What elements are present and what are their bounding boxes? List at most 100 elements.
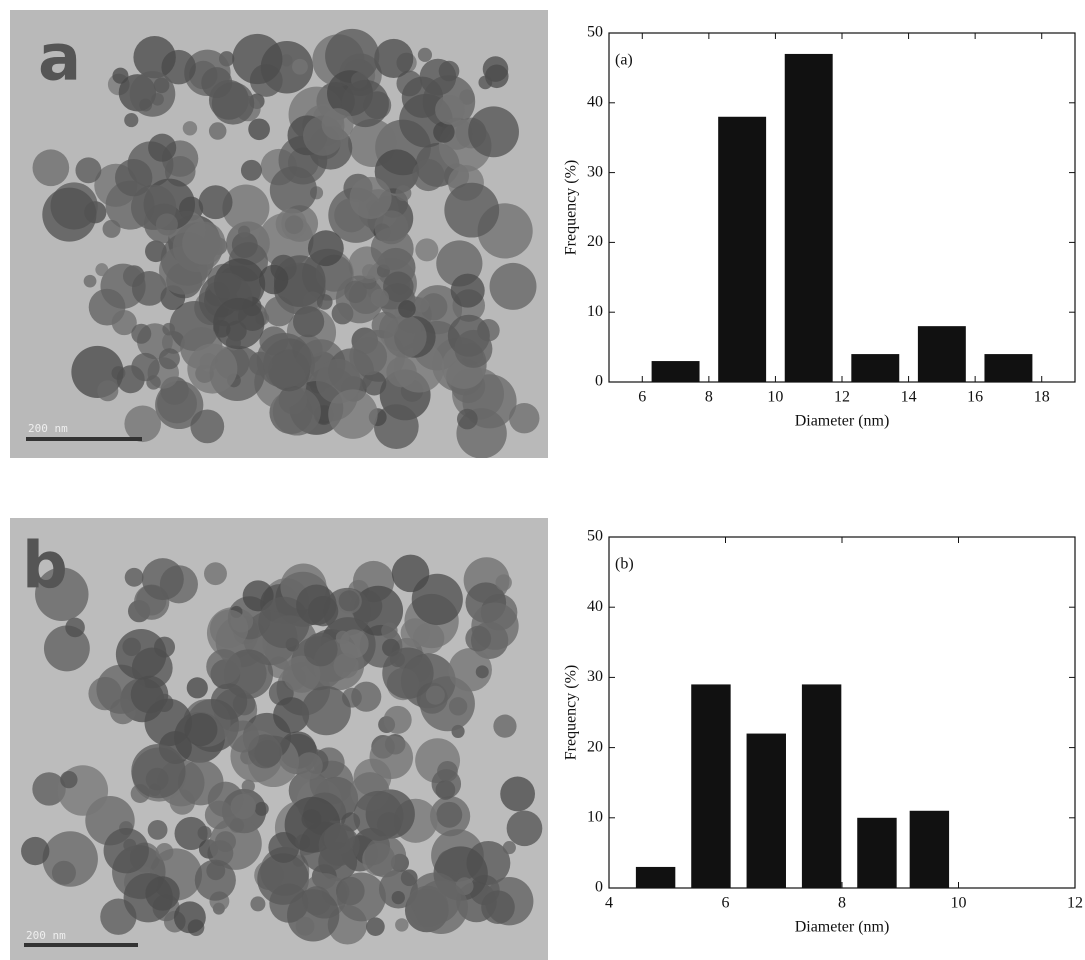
particle (238, 226, 250, 238)
particle (124, 405, 161, 442)
x-axis-label: Diameter (nm) (795, 413, 890, 430)
particle (195, 860, 236, 901)
plot-frame (609, 33, 1075, 382)
panel-label: a (38, 22, 81, 96)
particle (146, 375, 160, 389)
bar (851, 354, 899, 382)
particle (496, 574, 512, 590)
particle (115, 159, 152, 196)
particle (382, 647, 433, 698)
particle (60, 771, 77, 788)
particle (503, 841, 516, 854)
particle (412, 159, 444, 191)
particle (476, 665, 489, 678)
y-tick-label: 40 (587, 598, 603, 615)
particle (336, 631, 350, 645)
scale-bar (24, 943, 138, 947)
particle (187, 677, 208, 698)
particle (183, 121, 197, 135)
particle (292, 59, 308, 75)
particle (500, 777, 535, 812)
particle (97, 380, 118, 401)
particle (184, 713, 217, 746)
particle (398, 300, 416, 318)
y-tick-label: 0 (595, 879, 603, 896)
particle (131, 744, 185, 798)
figure: a 200 nm b 200 nm 0102030405068101214161… (0, 0, 1085, 960)
particle (371, 289, 389, 307)
particle (232, 34, 282, 84)
particle (296, 585, 337, 626)
particle (124, 113, 138, 127)
particle (395, 918, 408, 931)
particle (241, 160, 262, 181)
particle (374, 39, 413, 78)
particle (198, 826, 212, 840)
particle (75, 157, 101, 183)
particle (481, 890, 515, 924)
y-axis-label: Frequency (%) (563, 160, 580, 256)
bar (918, 326, 966, 382)
particle (337, 873, 386, 922)
particle (276, 208, 307, 239)
particle (435, 95, 465, 125)
particle (174, 901, 206, 933)
particle (304, 633, 338, 667)
y-tick-label: 10 (587, 303, 603, 320)
annotation: (a) (615, 52, 633, 69)
particle (468, 106, 519, 157)
particle (231, 794, 256, 819)
particle (392, 555, 430, 593)
particle (162, 323, 175, 336)
x-tick-label: 16 (967, 389, 983, 406)
particle (215, 831, 236, 852)
particle (384, 315, 427, 358)
particle (145, 876, 179, 910)
particle (395, 185, 411, 201)
panel-label: b (22, 530, 68, 604)
x-tick-label: 8 (705, 389, 713, 406)
particle (227, 720, 259, 752)
particle (493, 715, 516, 738)
y-tick-label: 50 (587, 528, 603, 545)
particle (205, 801, 234, 830)
y-tick-label: 30 (587, 668, 603, 685)
scale-text: 200 nm (28, 422, 68, 435)
particle (478, 76, 492, 90)
y-tick-label: 10 (587, 808, 603, 825)
particle (131, 324, 151, 344)
particle (381, 622, 398, 639)
particle (131, 676, 169, 714)
particle (130, 71, 176, 117)
particle (204, 562, 227, 585)
particle (211, 683, 247, 719)
particle (250, 896, 265, 911)
particle (414, 880, 468, 934)
particle (182, 222, 225, 265)
x-tick-label: 12 (1067, 895, 1083, 912)
particle (437, 850, 463, 876)
particle (209, 122, 227, 140)
annotation: (b) (615, 556, 634, 573)
particle (254, 740, 281, 767)
particle (507, 810, 543, 846)
particle (213, 298, 264, 349)
particle (42, 188, 96, 242)
particle (296, 917, 315, 936)
particle (210, 610, 248, 648)
particle (319, 825, 360, 866)
particle (369, 736, 413, 780)
particle (84, 275, 97, 288)
particle (444, 183, 499, 238)
particle (43, 831, 98, 886)
particle (392, 891, 405, 904)
y-tick-label: 40 (587, 93, 603, 110)
particle (293, 306, 324, 337)
scale-text: 200 nm (26, 929, 66, 942)
bar (785, 54, 833, 382)
particle (148, 820, 168, 840)
particle (270, 166, 317, 213)
particle (156, 843, 174, 861)
particle (401, 618, 430, 647)
particle (349, 338, 387, 376)
